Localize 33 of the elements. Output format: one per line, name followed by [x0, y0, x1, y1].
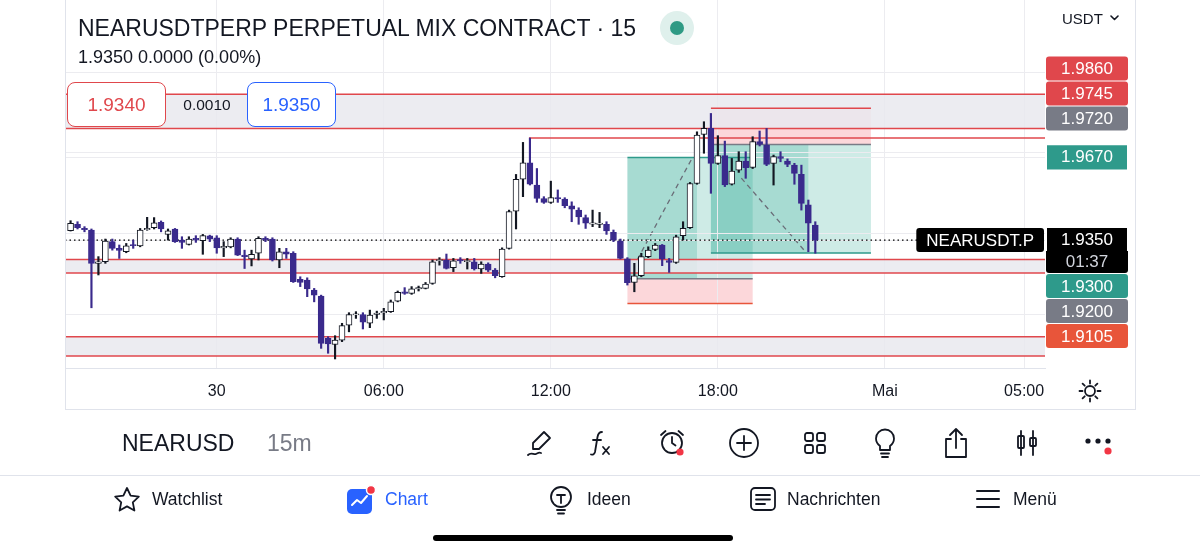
x-tick-label: 30	[207, 382, 226, 400]
text: Watchlist	[152, 489, 223, 510]
candlestick	[777, 151, 784, 163]
annotation: 0.0010	[182, 94, 232, 115]
legend-label: 1.9300	[1061, 276, 1113, 296]
x-tick-label: 05:00	[1004, 382, 1045, 400]
x-tick-label: Mai	[872, 382, 898, 400]
candlestick	[596, 212, 603, 228]
text: Ideen	[587, 489, 631, 510]
x-tick-label: 12:00	[530, 382, 571, 400]
text: 01:37	[1065, 251, 1109, 271]
text: Chart	[385, 489, 428, 510]
annotation: 1.9340	[67, 82, 166, 127]
y-tick-label: 1.9670	[1061, 147, 1113, 167]
candlestick	[248, 249, 255, 267]
legend-label: 1.9720	[1061, 109, 1113, 129]
annotation: NEARUSDT.P	[926, 230, 1034, 250]
x-tick-label: 18:00	[697, 382, 738, 400]
text: 15m	[267, 430, 312, 457]
candlestick	[770, 154, 777, 186]
legend-label: 1.9745	[1061, 84, 1113, 104]
text: Menü	[1013, 489, 1057, 510]
legend-label: 1.9860	[1061, 59, 1113, 79]
annotation: 1.9350	[247, 82, 336, 127]
legend-label: 1.9200	[1061, 301, 1113, 321]
legend-label: 1.9105	[1061, 326, 1113, 346]
x-tick-label: 06:00	[363, 382, 404, 400]
text: NEARUSD	[122, 430, 235, 457]
text: 1.9350 0.0000 (0.00%)	[78, 47, 262, 68]
text: NEARUSDTPERP PERPETUAL MIX CONTRACT · 15	[78, 14, 637, 43]
text: Nachrichten	[787, 489, 881, 510]
text: USDT	[1062, 10, 1103, 27]
candlestick	[262, 236, 269, 242]
